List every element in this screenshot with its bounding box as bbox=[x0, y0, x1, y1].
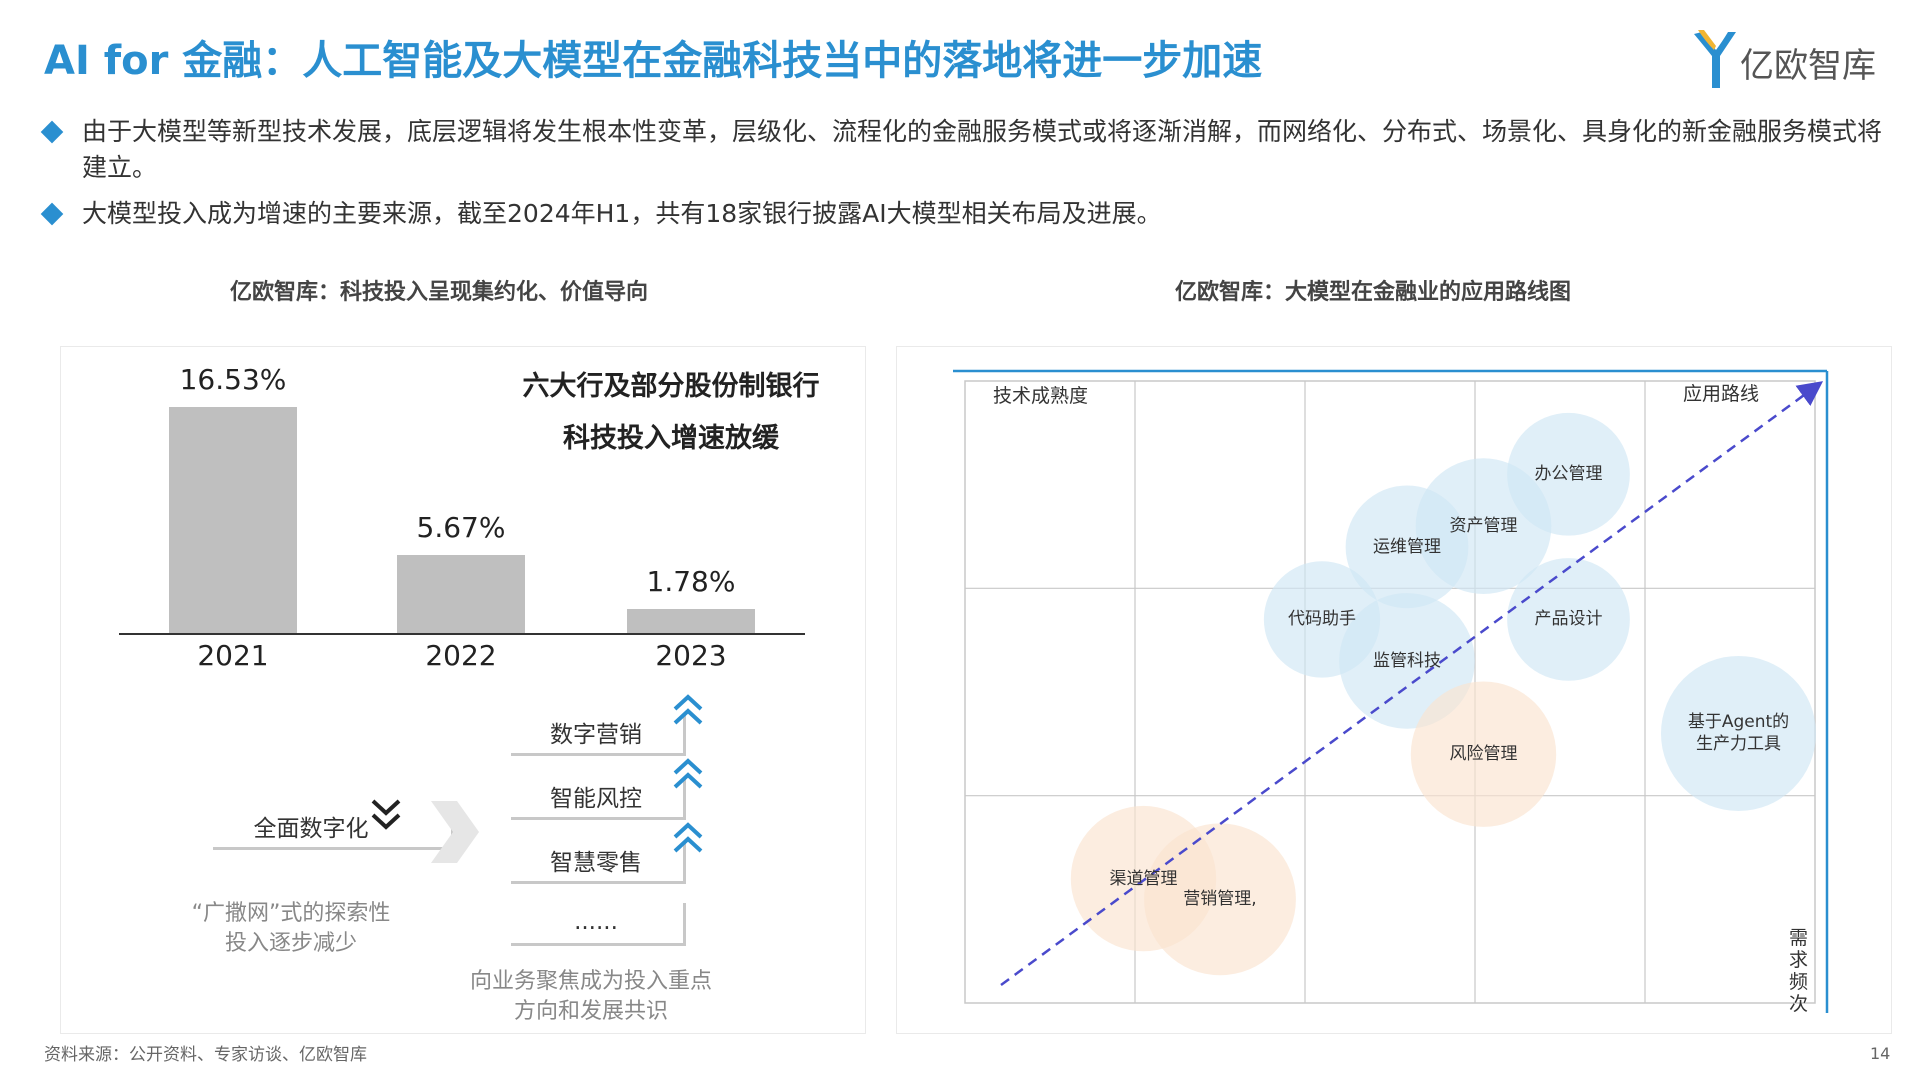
right-tag-label: 智能风控 bbox=[550, 786, 642, 812]
bubble bbox=[1660, 655, 1817, 811]
right-tag-frame bbox=[511, 713, 686, 756]
bar-value-label: 1.78% bbox=[646, 564, 736, 598]
diamond-bullet-icon bbox=[40, 120, 64, 144]
x-tick-label: 2022 bbox=[425, 639, 497, 672]
bubble-label: 代码助手 bbox=[1288, 609, 1356, 630]
bar-value-label: 5.67% bbox=[416, 511, 506, 545]
bubble bbox=[1410, 681, 1557, 827]
bar-2021 bbox=[169, 407, 297, 633]
left-note: “广撒网”式的探索性投入逐步减少 bbox=[191, 901, 391, 956]
brand-logo: 亿欧智库 bbox=[1690, 26, 1900, 90]
logo-mark-icon bbox=[1694, 30, 1736, 88]
right-tag-label: ...... bbox=[574, 909, 618, 935]
bubble bbox=[1345, 485, 1469, 609]
route-label: 应用路线 bbox=[1683, 383, 1760, 405]
left-chart-panel: 16.53% 2021 5.67% 2022 1.78% 2023 六大行及部分股份制银行… bbox=[60, 346, 866, 1034]
bubble-label: 渠道管理 bbox=[1109, 868, 1178, 889]
x-tick-label: 2021 bbox=[197, 639, 269, 672]
bubble-label: 运维管理 bbox=[1373, 536, 1441, 557]
bar-value-label: 16.53% bbox=[179, 363, 287, 396]
bubble-label: 办公管理 bbox=[1534, 464, 1603, 485]
callout-line-1: 六大行及部分股份制银行 bbox=[522, 371, 820, 402]
left-chart-subtitle: 亿欧智库：科技投入呈现集约化、价值导向 bbox=[230, 280, 649, 305]
right-tag-label: 智慧零售 bbox=[550, 850, 642, 876]
bubble-label: 资产管理 bbox=[1449, 516, 1518, 537]
application-route-line bbox=[1000, 381, 1824, 987]
grid-frame bbox=[964, 380, 1816, 1004]
callout-line-2: 科技投入增速放缓 bbox=[563, 423, 779, 454]
diamond-bullet-icon bbox=[40, 202, 64, 226]
right-tag-frame bbox=[511, 903, 686, 946]
bullet-text: 大模型投入成为增速的主要来源，截至2024年H1，共有18家银行披露AI大模型相… bbox=[82, 199, 1162, 228]
bubble bbox=[1507, 558, 1630, 681]
page-number: 14 bbox=[1870, 1044, 1891, 1063]
double-chevron-up-icon bbox=[673, 694, 703, 725]
double-chevron-up-icon bbox=[673, 758, 703, 789]
bullet-text: 由于大模型等新型技术发展，底层逻辑将发生根本性变革，层级化、流程化的金融服务模式… bbox=[82, 117, 1883, 182]
bullet-item: 由于大模型等新型技术发展，底层逻辑将发生根本性变革，层级化、流程化的金融服务模式… bbox=[40, 114, 1894, 186]
bubble bbox=[1339, 593, 1475, 729]
bullet-item: 大模型投入成为增速的主要来源，截至2024年H1，共有18家银行披露AI大模型相… bbox=[40, 196, 1894, 232]
bar-chart: 16.53% 2021 5.67% 2022 1.78% 2023 bbox=[61, 347, 865, 677]
bubble-label: 基于Agent的 生产力工具 bbox=[1687, 712, 1790, 755]
left-tag-label: 全面数字化 bbox=[253, 816, 369, 842]
right-tag-frame bbox=[511, 777, 686, 820]
bar-2022 bbox=[397, 555, 525, 633]
bubble bbox=[1144, 823, 1296, 976]
bar-2023 bbox=[627, 608, 755, 633]
roadmap-chart bbox=[953, 369, 1829, 1013]
source-note: 资料来源：公开资料、专家访谈、亿欧智库 bbox=[44, 1045, 367, 1065]
bubble-label: 营销管理, bbox=[1183, 889, 1257, 910]
page-title: AI for 金融：人工智能及大模型在金融科技当中的落地将进一步加速 bbox=[44, 38, 1263, 84]
right-tag-label: 数字营销 bbox=[550, 722, 642, 748]
x-tick-label: 2023 bbox=[655, 639, 727, 672]
right-chart-subtitle: 亿欧智库：大模型在金融业的应用路线图 bbox=[1175, 280, 1572, 305]
x-axis-label: 需求频次 bbox=[1789, 927, 1809, 1015]
x-axis-line bbox=[119, 633, 805, 635]
logo-text: 亿欧智库 bbox=[1740, 46, 1876, 86]
arrow-right-icon bbox=[431, 801, 479, 863]
right-chart-panel: 技术成熟度 应用路线 需求频次 办公管理资产管理 运维管理代码助手 产品设计监管科技… bbox=[896, 346, 1892, 1034]
double-chevron-down-icon bbox=[371, 799, 401, 830]
right-note: 向业务聚焦成为投入重点方向和发展共识 bbox=[469, 969, 712, 1024]
bubble-label: 风险管理 bbox=[1449, 744, 1518, 765]
bubble-label: 产品设计 bbox=[1534, 609, 1603, 630]
double-chevron-up-icon bbox=[673, 822, 703, 853]
right-tag-frame bbox=[511, 841, 686, 884]
bubble-label: 监管科技 bbox=[1373, 650, 1441, 671]
y-axis-label: 技术成熟度 bbox=[993, 385, 1089, 407]
